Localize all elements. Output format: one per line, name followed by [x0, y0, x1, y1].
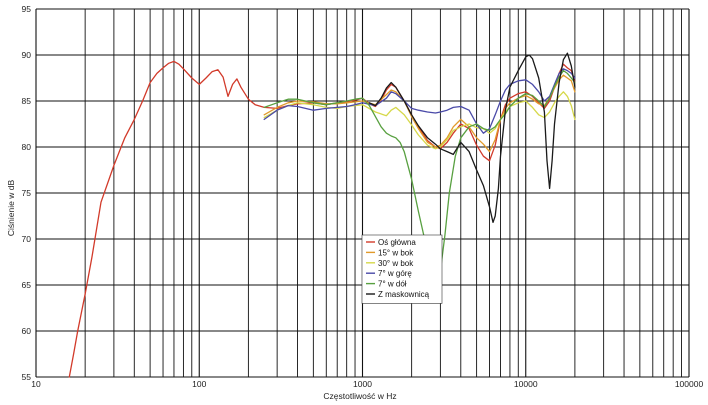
y-tick-label: 90: [22, 50, 32, 60]
y-tick-label: 60: [22, 326, 32, 336]
series-line-1: [68, 60, 576, 378]
y-tick-label: 55: [22, 372, 32, 382]
legend-label: 30° w bok: [378, 259, 414, 268]
legend-box: [361, 234, 443, 304]
series-line-4: [263, 68, 576, 134]
x-tick-label: 1000: [353, 379, 372, 389]
y-tick-label: 75: [22, 188, 32, 198]
x-tick-label: 10000: [514, 379, 538, 389]
tick-layer: 55 60 65 70 75 80 85 90 95 10 100 1000 10000 100000: [22, 4, 704, 389]
y-tick-label: 65: [22, 280, 32, 290]
legend-label: 7° w dół: [378, 280, 407, 289]
legend-label: 15° w bok: [378, 248, 414, 257]
legend-label: Z maskownicą: [378, 290, 430, 299]
legend-label: 7° w górę: [378, 269, 412, 278]
x-axis-title: Częstotliwość w Hz: [323, 391, 396, 401]
x-tick-label: 10: [31, 379, 41, 389]
series-line-6: [368, 52, 576, 224]
y-tick-label: 80: [22, 142, 32, 152]
series-layer: [68, 52, 576, 378]
grid-layer: [35, 8, 690, 378]
x-tick-label: 100: [192, 379, 206, 389]
y-axis-title: Ciśnienie w dB: [6, 180, 16, 237]
x-tick-label: 100000: [675, 379, 704, 389]
series-line-5: [263, 69, 576, 288]
y-tick-label: 85: [22, 96, 32, 106]
legend-label: Oś główna: [378, 238, 416, 247]
y-tick-label: 95: [22, 4, 32, 14]
y-tick-label: 70: [22, 234, 32, 244]
